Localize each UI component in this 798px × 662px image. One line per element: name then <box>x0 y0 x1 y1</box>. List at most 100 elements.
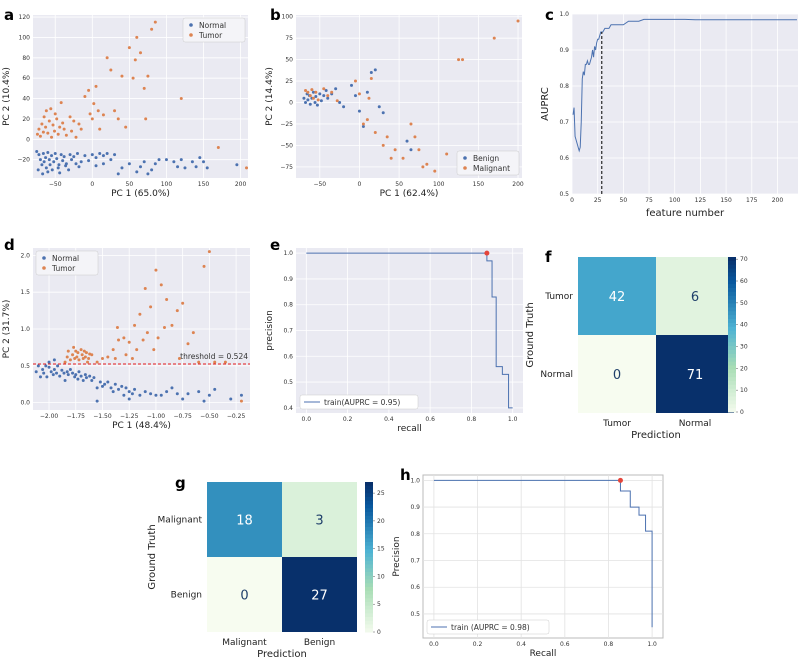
data-point-normal <box>172 160 176 164</box>
data-point-tumor <box>75 355 79 359</box>
x-axis-label: Recall <box>530 649 557 659</box>
colorbar-segment <box>365 500 373 505</box>
data-point-tumor <box>143 287 147 290</box>
data-point-tumor <box>82 349 86 353</box>
data-point-tumor <box>122 336 126 340</box>
data-point-benign <box>365 90 369 94</box>
data-point-malignant <box>417 148 421 152</box>
panel-c: 0 25 50 75 100 125 150 175 200 0.5 0.6 0.7 0.8 0.9 1.0… <box>540 11 798 219</box>
data-point-normal <box>165 390 169 394</box>
x-tick-label: 0 <box>358 181 362 188</box>
data-point-tumor <box>51 123 55 127</box>
legend-marker <box>42 266 46 270</box>
data-point-normal <box>111 390 115 394</box>
data-point-tumor <box>90 353 94 357</box>
data-point-tumor <box>150 27 154 31</box>
x-tick-label: −0.75 <box>173 413 192 420</box>
data-point-benign <box>322 94 326 98</box>
data-point-tumor <box>130 356 134 360</box>
colorbar-segment <box>728 272 736 277</box>
colorbar-segment <box>365 617 373 622</box>
data-point-tumor <box>87 356 91 360</box>
data-point-normal <box>50 154 54 158</box>
x-tick-label: 0 <box>90 181 94 188</box>
data-point-tumor <box>96 109 100 113</box>
data-point-tumor <box>53 112 57 116</box>
y-tick-label: 0.5 <box>20 363 30 370</box>
y-tick-label: 0.6 <box>410 584 420 591</box>
legend-entry: Benign <box>473 154 499 163</box>
data-point-normal <box>74 162 78 166</box>
data-point-tumor <box>116 117 120 121</box>
data-point-normal <box>122 393 126 397</box>
data-point-normal <box>61 159 65 163</box>
data-point-normal <box>58 171 62 175</box>
colorbar-segment <box>728 388 736 394</box>
colorbar-segment <box>365 598 373 603</box>
y-tick-label: 0.7 <box>283 328 293 335</box>
legend-box <box>182 17 246 43</box>
data-point-normal <box>52 358 56 362</box>
data-point-tumor <box>245 166 249 170</box>
data-point-normal <box>175 392 179 396</box>
data-point-normal <box>41 368 45 371</box>
y-tick-label: 0.4 <box>283 405 293 412</box>
y-tick-label: 60 <box>22 75 30 82</box>
data-point-normal <box>56 364 60 368</box>
data-point-tumor <box>90 117 94 121</box>
x-tick-label: 100 <box>433 181 445 188</box>
x-tick-label: 50 <box>126 181 134 188</box>
col-label: Tumor <box>602 419 631 429</box>
legend-entry: Tumor <box>198 31 223 40</box>
data-point-normal <box>55 157 59 161</box>
data-point-benign <box>377 105 381 109</box>
data-point-tumor <box>197 360 201 364</box>
data-point-normal <box>36 168 40 172</box>
data-point-tumor <box>124 125 128 129</box>
y-axis-label: precision <box>265 310 275 351</box>
data-point-malignant <box>322 87 326 91</box>
x-tick-label: 0.4 <box>384 416 394 423</box>
colorbar-segment <box>728 334 736 339</box>
row-label: Malignant <box>158 516 203 526</box>
data-point-tumor <box>109 68 113 72</box>
colorbar-segment <box>728 295 736 301</box>
data-point-benign <box>319 99 323 103</box>
colorbar-segment <box>728 342 736 347</box>
data-point-tumor <box>66 349 70 353</box>
data-point-malignant <box>369 76 373 80</box>
colorbar-segment <box>728 377 736 382</box>
data-point-normal <box>146 172 150 176</box>
data-point-tumor <box>88 112 92 116</box>
heatmap-cell <box>656 335 734 413</box>
data-point-tumor <box>70 129 74 133</box>
plot-area-c <box>572 14 798 194</box>
y-tick-label: 0.6 <box>559 155 569 162</box>
data-point-malignant <box>304 88 308 92</box>
data-point-normal <box>100 384 104 388</box>
data-point-normal <box>46 170 50 174</box>
colorbar-segment <box>728 284 736 289</box>
colorbar-tick-label: 30 <box>740 344 748 351</box>
data-point-tumor <box>42 115 46 119</box>
data-point-tumor <box>146 74 150 78</box>
data-point-normal <box>57 163 61 167</box>
colorbar-segment <box>728 369 736 374</box>
panel-letter-c: c <box>545 6 554 24</box>
data-point-normal <box>239 393 243 397</box>
data-point-malignant <box>316 98 320 102</box>
legend-marker <box>189 23 193 27</box>
data-point-tumor <box>44 125 48 129</box>
data-point-malignant <box>457 58 461 62</box>
x-tick-label: 0 <box>570 197 574 204</box>
data-point-normal <box>62 155 66 159</box>
data-point-normal <box>35 150 39 154</box>
data-point-normal <box>176 165 180 169</box>
data-point-normal <box>42 160 46 164</box>
data-point-tumor <box>111 348 115 352</box>
data-point-normal <box>45 375 49 379</box>
y-tick-label: 0.8 <box>559 83 569 90</box>
colorbar-segment <box>365 628 373 633</box>
x-tick-label: 200 <box>235 181 247 188</box>
